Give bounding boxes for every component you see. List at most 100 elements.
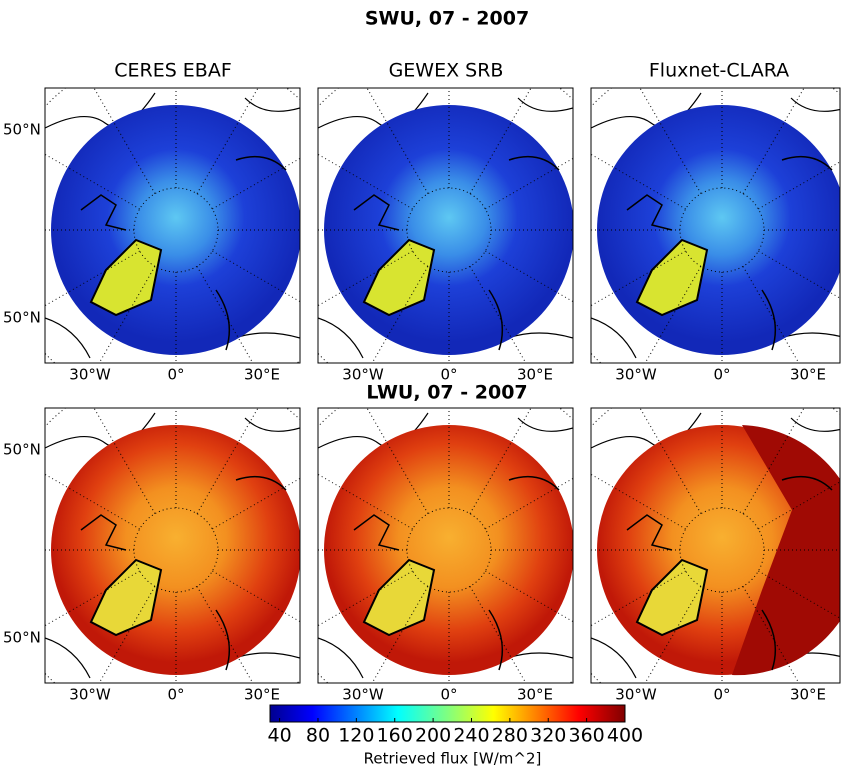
coastline	[45, 412, 300, 679]
colorbar-tick-label: 40	[268, 725, 292, 747]
lon-label: 30°E	[244, 366, 280, 384]
panel-title: Fluxnet-CLARA	[649, 60, 789, 82]
graticule	[469, 586, 527, 683]
ocean	[51, 105, 300, 355]
graticule	[196, 586, 254, 683]
lon-label: 30°W	[342, 366, 384, 384]
graticule	[196, 408, 259, 514]
colorbar-tick-label: 320	[530, 725, 566, 747]
greenland	[635, 558, 709, 637]
lon-label: 30°W	[615, 686, 657, 704]
greenland	[362, 238, 436, 317]
coastline	[80, 155, 287, 351]
lon-label: 30°E	[244, 686, 280, 704]
coastline	[591, 92, 840, 359]
lon-label: 30°E	[790, 366, 826, 384]
colorbar-tick-label: 80	[306, 725, 330, 747]
map-panel	[318, 408, 573, 683]
graticule	[45, 570, 140, 627]
graticule	[469, 408, 532, 514]
map-panel	[45, 88, 300, 363]
lon-label: 30°W	[342, 686, 384, 704]
coastline	[353, 475, 560, 671]
lon-label: 30°E	[790, 686, 826, 704]
frame	[590, 407, 841, 684]
coastline	[626, 475, 833, 671]
graticule	[371, 586, 429, 683]
colorbar-tick-label: 240	[453, 725, 489, 747]
lon-label: 0°	[167, 366, 184, 384]
graticule	[366, 88, 429, 194]
lon-label: 0°	[440, 686, 457, 704]
colorbar-tick-label: 200	[415, 725, 451, 747]
frame	[44, 87, 301, 364]
greenland	[635, 238, 709, 317]
coastline	[591, 412, 840, 679]
colorbar-tick-label: 120	[338, 725, 374, 747]
coastline	[45, 92, 300, 359]
colorbar-tick-label: 160	[377, 725, 413, 747]
ocean	[324, 105, 573, 355]
graticule	[742, 408, 805, 514]
row-title: LWU, 07 - 2007	[366, 382, 527, 404]
lon-label: 0°	[440, 366, 457, 384]
frame	[317, 87, 574, 364]
graticule	[45, 250, 140, 307]
graticule	[469, 266, 527, 363]
graticule	[639, 408, 702, 514]
row-title: SWU, 07 - 2007	[365, 8, 529, 30]
graticule	[212, 250, 300, 303]
graticule	[485, 477, 573, 530]
lat-label: 50°N	[3, 441, 41, 459]
coastline	[353, 155, 560, 351]
graticule	[196, 266, 254, 363]
coastline	[80, 475, 287, 671]
graticule	[485, 157, 573, 210]
graticule	[644, 266, 702, 363]
graticule	[742, 88, 805, 194]
ocean	[324, 425, 573, 675]
graticule	[485, 570, 573, 623]
colorbar-label: Retrieved flux [W/m^2]	[364, 750, 542, 768]
coastline	[318, 92, 573, 359]
ocean	[51, 425, 300, 675]
lat-label: 50°N	[3, 121, 41, 139]
graticule	[45, 153, 140, 210]
graticule	[98, 586, 156, 683]
graticule	[469, 88, 532, 194]
greenland	[362, 558, 436, 637]
frame	[317, 407, 574, 684]
warm-region	[732, 425, 840, 676]
lon-label: 0°	[713, 686, 730, 704]
lon-label: 30°W	[69, 686, 111, 704]
map-panel	[591, 88, 840, 363]
graticule	[212, 157, 300, 210]
graticule	[758, 250, 840, 299]
graticule	[212, 570, 300, 623]
graticule	[93, 88, 156, 194]
graticule	[485, 250, 573, 303]
lon-label: 30°W	[615, 366, 657, 384]
lon-label: 0°	[713, 366, 730, 384]
coastline	[318, 412, 573, 679]
lon-label: 30°E	[517, 686, 553, 704]
graticule	[639, 88, 702, 194]
graticule	[758, 481, 840, 530]
graticule	[98, 266, 156, 363]
panel-title: CERES EBAF	[114, 60, 232, 82]
map-panel	[591, 408, 840, 683]
lon-label: 30°W	[69, 366, 111, 384]
panel-title: GEWEX SRB	[389, 60, 504, 82]
colorbar	[269, 704, 626, 723]
graticule	[742, 266, 800, 363]
frame	[590, 87, 841, 364]
graticule	[93, 408, 156, 514]
lat-label: 50°N	[3, 629, 41, 647]
graticule	[644, 586, 702, 683]
graticule	[758, 161, 840, 210]
graticule	[45, 473, 140, 530]
colorbar-tick-label: 400	[607, 725, 643, 747]
graticule	[758, 570, 840, 619]
graticule	[742, 586, 800, 683]
